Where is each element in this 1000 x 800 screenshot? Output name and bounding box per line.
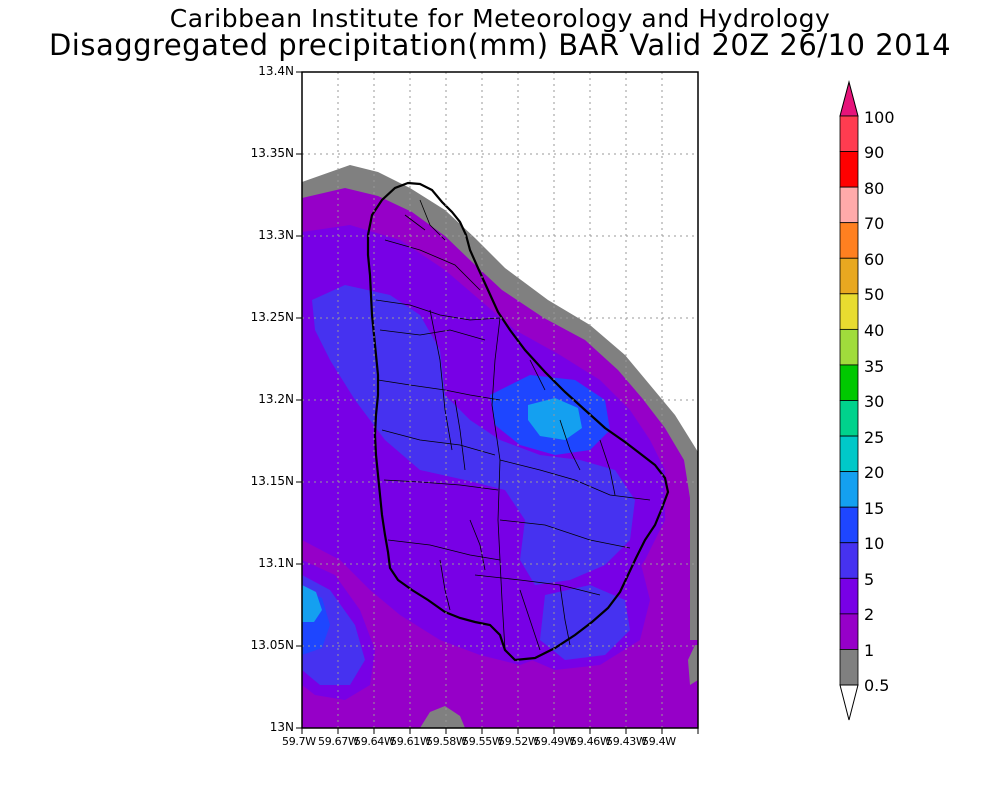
colorbar-label: 35 [864, 357, 885, 376]
colorbar-label: 25 [864, 428, 885, 447]
lat-label: 13.25N [250, 310, 294, 324]
colorbar-label: 90 [864, 143, 885, 162]
colorbar-segment [839, 222, 859, 259]
colorbar-segment [839, 542, 859, 579]
no-data-zone [302, 72, 698, 440]
colorbar-label: 1 [864, 641, 875, 660]
barbados-coastline [366, 181, 670, 662]
lat-label: 13.4N [258, 64, 294, 78]
colorbar-segment [839, 506, 859, 544]
lon-label: 59.64W [354, 735, 395, 748]
colorbar-segment [839, 151, 859, 188]
lat-label: 13N [269, 720, 294, 734]
colorbar-label: 70 [864, 214, 885, 233]
colorbar-segment [839, 364, 859, 401]
colorbar-segment [839, 328, 859, 366]
chart-title: Caribbean Institute for Meteorology and … [169, 4, 831, 33]
colorbar-label: 30 [864, 392, 885, 411]
heaviest-rain-zone-west [302, 585, 322, 622]
trace-rain-patch [420, 706, 465, 728]
lat-label: 13.35N [250, 146, 294, 160]
colorbar-segment [839, 293, 859, 330]
colorbar-segment [839, 257, 859, 295]
colorbar-segment [839, 613, 859, 650]
colorbar-label: 5 [864, 570, 875, 589]
colorbar [839, 80, 859, 721]
lon-label: 59.7W [282, 735, 316, 748]
colorbar-label: 60 [864, 250, 885, 269]
lon-label: 59.55W [462, 735, 503, 748]
colorbar-segment [839, 400, 859, 437]
lon-gridlines [337, 72, 663, 728]
colorbar-top-cap [839, 80, 859, 117]
colorbar-bottom-cap [839, 684, 859, 721]
colorbar-segment [839, 577, 859, 615]
lon-label: 59.43W [606, 735, 647, 748]
lon-label: 59.4W [642, 735, 676, 748]
colorbar-label: 2 [864, 605, 875, 624]
lon-label: 59.61W [390, 735, 431, 748]
colorbar-label: 40 [864, 321, 885, 340]
colorbar-label: 20 [864, 463, 885, 482]
lon-label: 59.67W [318, 735, 359, 748]
chart-subtitle: Disaggregated precipitation(mm) BAR Vali… [48, 28, 952, 62]
trace-rain-patch-east [688, 645, 698, 685]
lon-label: 59.58W [426, 735, 467, 748]
colorbar-label: 0.5 [864, 676, 890, 695]
colorbar-segment [839, 471, 859, 508]
lat-label: 13.2N [258, 392, 294, 406]
colorbar-label: 15 [864, 499, 885, 518]
axis-ticks [296, 71, 699, 734]
colorbar-label: 100 [864, 108, 895, 127]
parish-boundaries [375, 199, 651, 651]
lat-label: 13.1N [258, 556, 294, 570]
colorbar-segment [839, 186, 859, 224]
lat-label: 13.3N [258, 228, 294, 242]
colorbar-label: 10 [864, 534, 885, 553]
colorbar-label: 50 [864, 285, 885, 304]
lat-label: 13.15N [250, 474, 294, 488]
lon-label: 59.49W [534, 735, 575, 748]
lat-label: 13.05N [250, 638, 294, 652]
colorbar-label: 80 [864, 179, 885, 198]
colorbar-segment [839, 435, 859, 473]
colorbar-segment [839, 649, 859, 686]
heaviest-rain-zone [528, 398, 582, 440]
lon-label: 59.52W [498, 735, 539, 748]
lon-label: 59.46W [570, 735, 611, 748]
lat-gridlines [302, 153, 698, 647]
colorbar-segment [839, 115, 859, 152]
